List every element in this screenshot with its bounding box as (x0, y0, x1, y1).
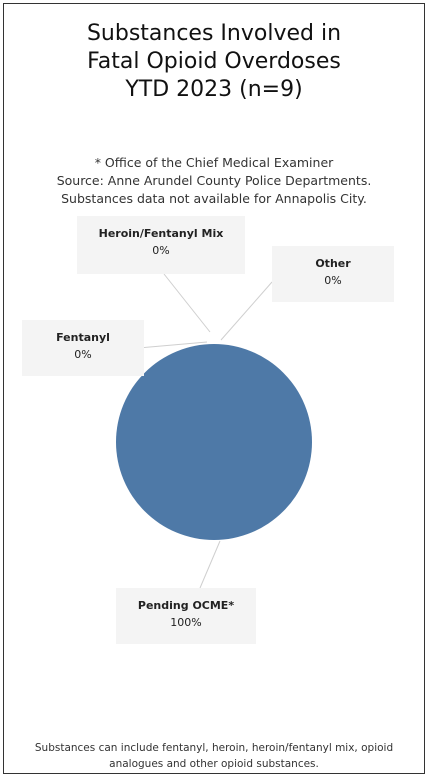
pie-chart (115, 273, 312, 589)
slice-label-heroin-fentanyl-mix: Heroin/Fentanyl Mix 0% (77, 216, 245, 274)
title-line-1: Substances Involved in (86, 21, 342, 46)
slice-value: 0% (152, 244, 170, 257)
slice-name: Pending OCME* (137, 599, 235, 612)
slice-name: Fentanyl (56, 331, 110, 344)
title-line-3: YTD 2023 (n=9) (125, 77, 303, 102)
slice-label-other: Other 0% (272, 246, 394, 302)
slice-value: 0% (74, 348, 92, 361)
note-annapolis: Substances data not available for Annapo… (61, 191, 367, 206)
note-source: Source: Anne Arundel County Police Depar… (56, 173, 372, 188)
footnote: Substances can include fentanyl, heroin,… (34, 742, 394, 770)
source-notes: * Office of the Chief Medical Examiner S… (4, 154, 424, 208)
slice-value: 100% (170, 616, 202, 629)
leader-line-heroin-fentanyl-mix (163, 273, 211, 333)
pie-slice-pending-ocme (116, 344, 312, 540)
slice-label-pending-ocme: Pending OCME* 100% (116, 588, 256, 644)
note-ocme: * Office of the Chief Medical Examiner (94, 155, 334, 170)
chart-title: Substances Involved in Fatal Opioid Over… (4, 20, 424, 104)
slice-name: Heroin/Fentanyl Mix (98, 227, 224, 240)
leader-line-other (220, 281, 273, 341)
chart-panel: Substances Involved in Fatal Opioid Over… (3, 3, 425, 774)
leader-line-pending-ocme (199, 540, 221, 589)
slice-name: Other (315, 257, 351, 270)
slice-label-fentanyl: Fentanyl 0% (22, 320, 144, 376)
slice-value: 0% (324, 274, 342, 287)
title-line-2: Fatal Opioid Overdoses (87, 49, 341, 74)
